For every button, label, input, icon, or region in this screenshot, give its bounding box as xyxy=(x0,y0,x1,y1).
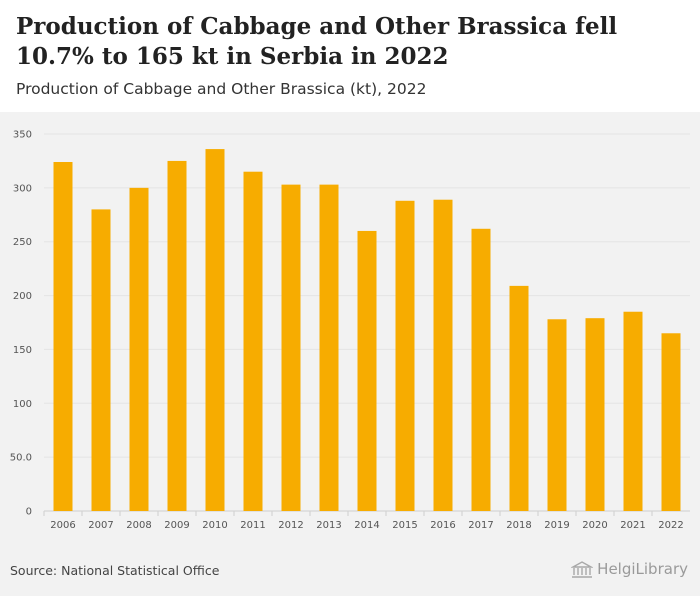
y-tick-label: 150 xyxy=(13,345,32,356)
x-tick-label: 2018 xyxy=(506,520,531,531)
bar-2016 xyxy=(433,199,453,511)
brand-logo: HelgiLibrary xyxy=(571,560,688,578)
x-tick-label: 2008 xyxy=(126,520,151,531)
y-axis-ticks: 0 50.0 100 150 200 250 300 350 xyxy=(10,130,32,518)
source-note: Source: National Statistical Office xyxy=(10,563,220,578)
y-tick-label: 300 xyxy=(13,183,32,194)
x-tick-label: 2021 xyxy=(620,520,645,531)
x-tick-label: 2020 xyxy=(582,520,607,531)
chart-title: Production of Cabbage and Other Brassica… xyxy=(16,13,618,70)
y-tick-label: 200 xyxy=(13,291,32,302)
bar-chart: 0 50.0 100 150 200 250 300 350 2006 2007 2008 2009… xyxy=(10,130,690,531)
x-tick-label: 2019 xyxy=(544,520,569,531)
y-tick-label: 250 xyxy=(13,237,32,248)
y-tick-label: 0 xyxy=(26,507,32,518)
x-tick-label: 2011 xyxy=(240,520,265,531)
x-tick-label: 2016 xyxy=(430,520,455,531)
y-tick-label: 50.0 xyxy=(10,453,32,464)
brand-name: HelgiLibrary xyxy=(597,560,688,578)
bar-2008 xyxy=(129,187,149,511)
library-building-icon xyxy=(571,561,594,578)
x-tick-label: 2022 xyxy=(658,520,683,531)
bars xyxy=(53,149,681,511)
bar-2010 xyxy=(205,149,225,511)
bar-2018 xyxy=(509,285,529,511)
bar-2019 xyxy=(547,319,567,511)
x-tick-label: 2007 xyxy=(88,520,113,531)
bar-2013 xyxy=(319,184,339,511)
bar-2007 xyxy=(91,209,111,511)
bar-2022 xyxy=(661,333,681,511)
bar-2012 xyxy=(281,184,301,511)
x-tick-label: 2014 xyxy=(354,520,379,531)
bar-2017 xyxy=(471,228,491,511)
x-tick-label: 2017 xyxy=(468,520,493,531)
bar-2011 xyxy=(243,171,263,511)
bar-2014 xyxy=(357,230,377,511)
y-tick-label: 100 xyxy=(13,399,32,410)
y-tick-label: 350 xyxy=(13,130,32,141)
x-axis-ticks: 2006 2007 2008 2009 2010 2011 2012 2013 2014 2015… xyxy=(43,511,684,531)
bar-2009 xyxy=(167,160,187,511)
x-tick-label: 2015 xyxy=(392,520,417,531)
bar-2006 xyxy=(53,162,73,511)
x-tick-label: 2006 xyxy=(50,520,75,531)
x-tick-label: 2013 xyxy=(316,520,341,531)
bar-2021 xyxy=(623,311,643,511)
x-tick-label: 2010 xyxy=(202,520,227,531)
bar-2015 xyxy=(395,200,415,511)
x-tick-label: 2009 xyxy=(164,520,189,531)
bar-2020 xyxy=(585,318,605,511)
x-tick-label: 2012 xyxy=(278,520,303,531)
chart-header: Production of Cabbage and Other Brassica… xyxy=(0,0,700,112)
chart-subtitle: Production of Cabbage and Other Brassica… xyxy=(16,80,427,98)
